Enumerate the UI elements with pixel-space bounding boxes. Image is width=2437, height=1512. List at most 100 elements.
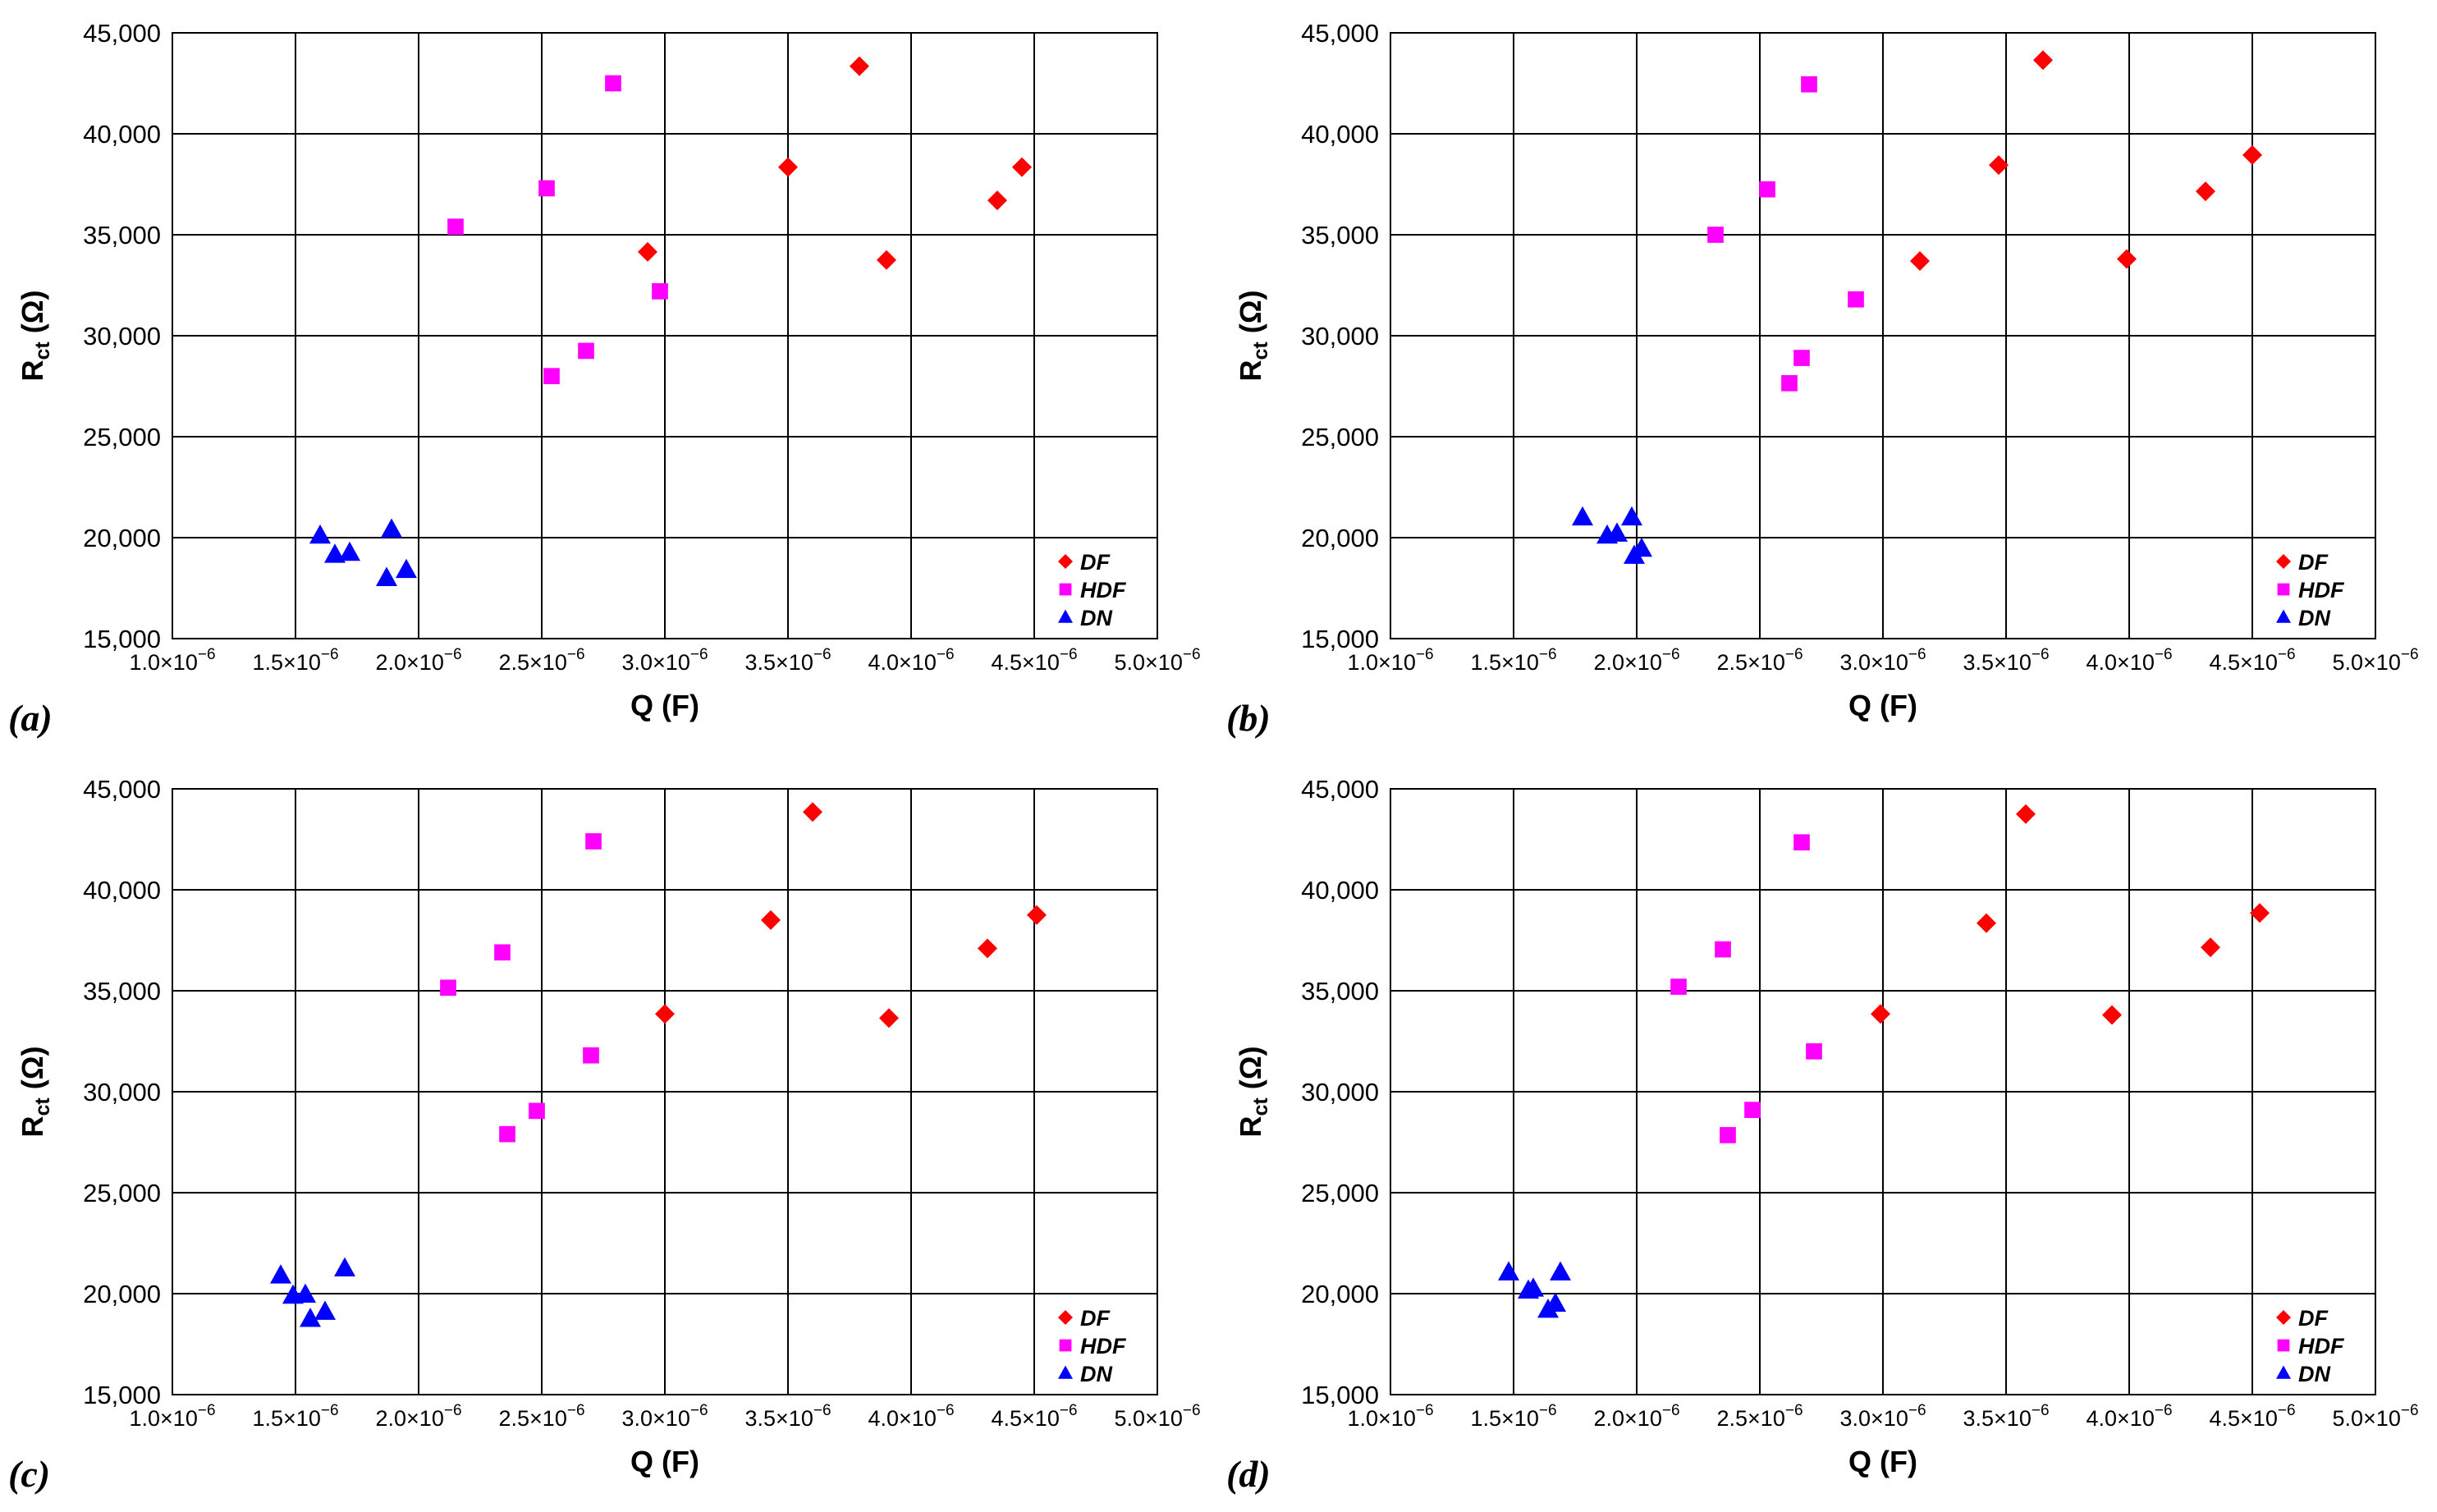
data-point-dn (1523, 1277, 1544, 1297)
x-tick-exponent: −6 (2278, 1402, 2296, 1419)
series-dn (1498, 1261, 1571, 1318)
data-point-hdf (499, 1125, 515, 1143)
data-point-df (2242, 144, 2262, 165)
x-tick-mantissa: 2.5 (498, 1406, 529, 1431)
x-tick-exponent: −6 (813, 1402, 831, 1419)
x-tick-exponent: −6 (1060, 646, 1078, 663)
data-point-df (778, 157, 798, 177)
data-point-df (1871, 1004, 1890, 1024)
x-tick-exponent: −6 (321, 646, 339, 663)
x-tick-label: 1.0×10−6 (1347, 646, 1433, 675)
x-tick-label: 1.5×10−6 (1470, 646, 1556, 675)
x-tick-times: ×10 (406, 650, 444, 675)
x-tick-times: ×10 (1871, 1406, 1908, 1431)
svg-text:4.0×10−6: 4.0×10−6 (868, 646, 954, 675)
x-tick-exponent: −6 (937, 646, 955, 663)
chart-panel-a: 15,000 20,000 25,000 30,000 35,000 40,000 45,0… (8, 19, 1201, 739)
panel-label: (c) (8, 1453, 50, 1495)
data-point-df (655, 1004, 675, 1024)
svg-text:5.0×10−6: 5.0×10−6 (2332, 646, 2418, 675)
y-tick-label: 30,000 (1301, 322, 1379, 351)
x-tick-exponent: −6 (444, 646, 462, 663)
legend-label-dn: DN (2298, 606, 2330, 630)
y-axis-title-main: R (16, 1116, 49, 1138)
x-tick-times: ×10 (406, 1406, 444, 1431)
data-point-dn (381, 518, 402, 538)
x-tick-times: ×10 (1022, 650, 1060, 675)
data-point-hdf (447, 218, 464, 235)
data-point-dn (314, 1300, 336, 1320)
x-tick-times: ×10 (653, 650, 690, 675)
y-tick-label: 30,000 (1301, 1078, 1379, 1107)
legend-label-df: DF (1080, 1306, 1111, 1331)
x-tick-times: ×10 (1748, 650, 1785, 675)
svg-text:4.5×10−6: 4.5×10−6 (2209, 1402, 2295, 1431)
x-tick-label: 3.5×10−6 (744, 1402, 831, 1431)
x-tick-label: 5.0×10−6 (2332, 1402, 2418, 1431)
y-axis-title-subscript: ct (1249, 341, 1272, 360)
x-axis-title: Q (F) (630, 1445, 699, 1478)
x-tick-exponent: −6 (444, 1402, 462, 1419)
x-tick-mantissa: 4.5 (991, 1406, 1022, 1431)
x-tick-times: ×10 (1022, 1406, 1060, 1431)
x-tick-exponent: −6 (2401, 1402, 2419, 1419)
data-point-df (1012, 157, 1032, 177)
x-tick-times: ×10 (1994, 1406, 2032, 1431)
x-tick-label: 4.0×10−6 (2086, 646, 2172, 675)
x-tick-mantissa: 3.5 (744, 1406, 776, 1431)
x-tick-times: ×10 (1501, 650, 1539, 675)
x-tick-label: 1.0×10−6 (129, 1402, 215, 1431)
x-tick-times: ×10 (899, 1406, 937, 1431)
data-point-dn (1621, 506, 1642, 526)
x-tick-mantissa: 2.5 (498, 650, 529, 675)
legend: DF HDF DN (2276, 550, 2345, 630)
x-tick-label: 1.0×10−6 (129, 646, 215, 675)
x-tick-times: ×10 (529, 650, 567, 675)
x-tick-times: ×10 (2363, 650, 2401, 675)
y-tick-label: 25,000 (1301, 423, 1379, 451)
y-tick-label: 35,000 (83, 977, 161, 1006)
x-tick-label: 2.0×10−6 (1593, 1402, 1679, 1431)
x-tick-label: 3.5×10−6 (1963, 1402, 2049, 1431)
x-tick-label: 2.0×10−6 (375, 646, 461, 675)
data-point-hdf (529, 1102, 545, 1120)
y-tick-label: 20,000 (1301, 524, 1379, 552)
data-point-df (987, 190, 1007, 211)
series-hdf (440, 833, 602, 1143)
y-axis-title-main: R (16, 360, 49, 382)
x-tick-times: ×10 (1624, 1406, 1662, 1431)
svg-text:4.0×10−6: 4.0×10−6 (2086, 646, 2172, 675)
x-tick-label: 5.0×10−6 (1114, 1402, 1200, 1431)
x-tick-label: 3.0×10−6 (1839, 646, 1926, 675)
legend-label-dn: DN (2298, 1362, 2330, 1386)
chart-panel-b: 15,000 20,000 25,000 30,000 35,000 40,000 45,0… (1226, 19, 2419, 739)
x-tick-exponent: −6 (567, 646, 585, 663)
x-tick-label: 3.0×10−6 (1839, 1402, 1926, 1431)
legend: DF HDF DN (1058, 550, 1127, 630)
x-tick-mantissa: 4.0 (2086, 650, 2117, 675)
data-point-hdf (538, 180, 555, 197)
data-point-hdf (1781, 374, 1798, 392)
y-tick-label: 15,000 (1301, 625, 1379, 653)
data-point-hdf (583, 1047, 599, 1064)
data-point-dn (396, 558, 417, 579)
svg-text:2.0×10−6: 2.0×10−6 (1593, 646, 1679, 675)
x-tick-times: ×10 (283, 1406, 321, 1431)
x-tick-exponent: −6 (198, 1402, 216, 1419)
x-tick-times: ×10 (1501, 1406, 1539, 1431)
plot-area-border (172, 32, 1158, 639)
x-axis-title: Q (F) (1848, 1445, 1917, 1478)
x-tick-exponent: −6 (1662, 646, 1680, 663)
svg-text:1.5×10−6: 1.5×10−6 (252, 1402, 338, 1431)
x-tick-mantissa: 3.0 (621, 650, 653, 675)
legend-marker-hdf (2277, 583, 2290, 596)
svg-text:Rct (Ω): Rct (Ω) (1234, 1046, 1272, 1137)
x-tick-label: 1.0×10−6 (1347, 1402, 1433, 1431)
x-tick-times: ×10 (776, 1406, 813, 1431)
x-tick-times: ×10 (1145, 650, 1183, 675)
data-point-df (2196, 181, 2215, 202)
series-df (638, 56, 1032, 270)
legend-label-df: DF (2298, 1306, 2329, 1331)
x-tick-times: ×10 (2117, 1406, 2155, 1431)
y-tick-label: 30,000 (83, 1078, 161, 1107)
